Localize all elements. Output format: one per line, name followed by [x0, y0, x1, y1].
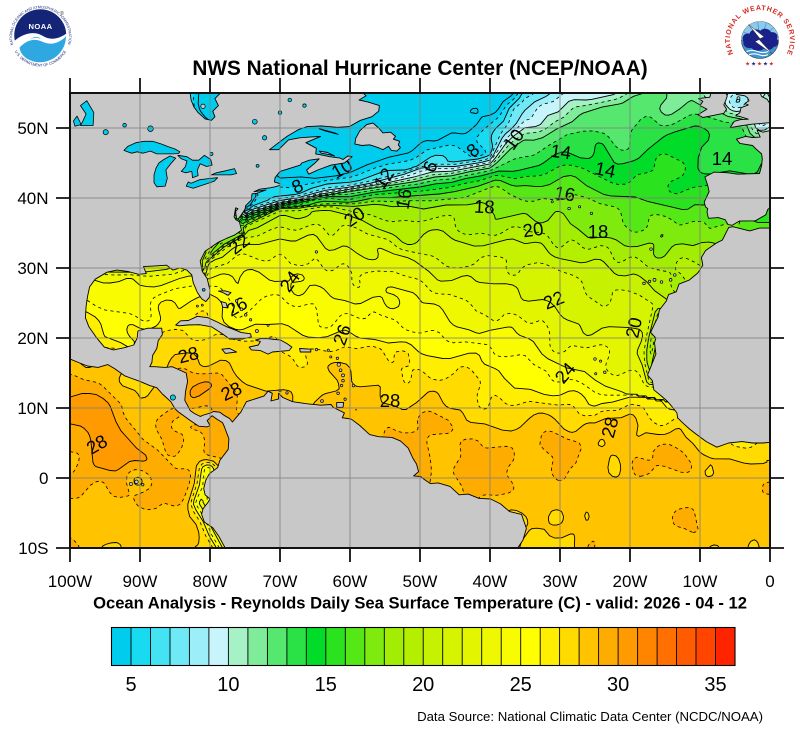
svg-text:10N: 10N: [17, 399, 48, 418]
svg-text:15: 15: [315, 674, 337, 696]
svg-text:40W: 40W: [473, 572, 508, 591]
svg-text:NOAA: NOAA: [29, 22, 53, 31]
svg-text:16: 16: [553, 182, 576, 206]
svg-text:14: 14: [712, 148, 733, 169]
svg-text:0: 0: [39, 469, 48, 488]
svg-text:20: 20: [521, 218, 544, 242]
svg-text:25: 25: [510, 674, 532, 696]
svg-text:30W: 30W: [543, 572, 578, 591]
svg-text:10W: 10W: [683, 572, 718, 591]
svg-text:18: 18: [588, 221, 609, 242]
svg-text:28: 28: [380, 390, 401, 411]
svg-text:Data Source: National Climatic: Data Source: National Climatic Data Cent…: [417, 709, 763, 724]
svg-text:10S: 10S: [18, 539, 48, 558]
svg-text:30N: 30N: [17, 259, 48, 278]
svg-text:★★★★★: ★★★★★: [745, 61, 775, 68]
svg-text:Ocean Analysis - Reynolds Dail: Ocean Analysis - Reynolds Daily Sea Surf…: [93, 594, 747, 613]
svg-text:20: 20: [412, 674, 434, 696]
svg-text:14: 14: [549, 140, 572, 164]
svg-text:20N: 20N: [17, 329, 48, 348]
svg-text:18: 18: [474, 195, 496, 217]
svg-text:0: 0: [765, 572, 774, 591]
svg-text:40N: 40N: [17, 189, 48, 208]
svg-text:70W: 70W: [263, 572, 298, 591]
svg-text:60W: 60W: [333, 572, 368, 591]
svg-text:5: 5: [125, 674, 136, 696]
svg-text:90W: 90W: [123, 572, 158, 591]
svg-text:NWS National Hurricane Center: NWS National Hurricane Center (NCEP/NOAA…: [192, 57, 647, 80]
svg-text:®: ®: [60, 10, 64, 17]
svg-text:50N: 50N: [17, 119, 48, 138]
svg-text:10: 10: [217, 674, 239, 696]
svg-text:16: 16: [391, 187, 415, 211]
svg-text:35: 35: [704, 674, 726, 696]
svg-text:20: 20: [621, 315, 646, 339]
svg-text:80W: 80W: [193, 572, 228, 591]
svg-text:100W: 100W: [48, 572, 92, 591]
svg-text:30: 30: [607, 674, 629, 696]
svg-text:50W: 50W: [403, 572, 438, 591]
svg-text:20W: 20W: [613, 572, 648, 591]
svg-text:14: 14: [593, 157, 617, 182]
